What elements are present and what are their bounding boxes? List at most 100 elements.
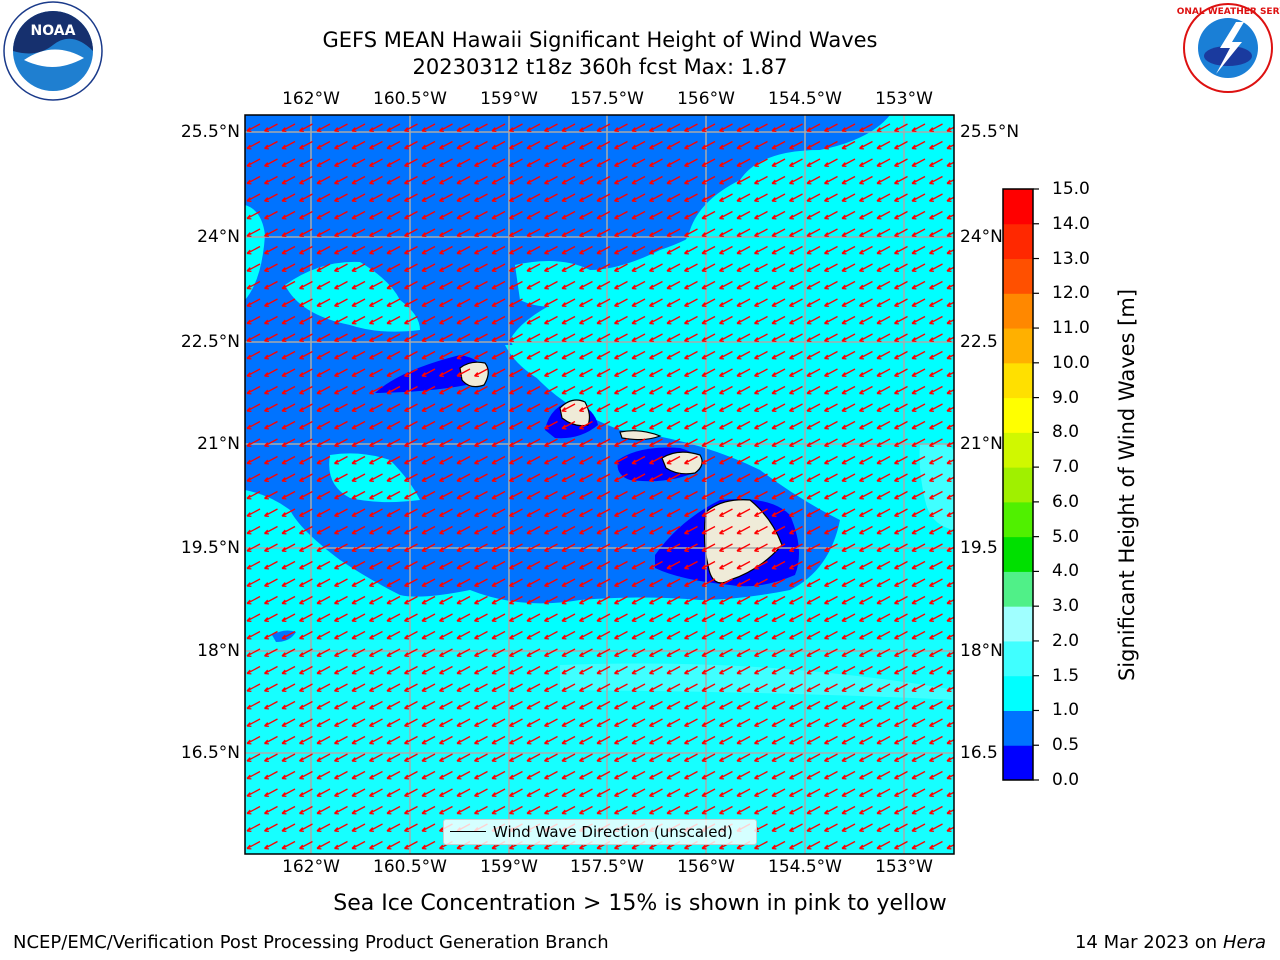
wave-direction-arrow bbox=[736, 280, 751, 290]
wave-direction-arrow bbox=[351, 368, 366, 378]
wave-direction-arrow bbox=[299, 525, 313, 535]
wave-direction-arrow bbox=[806, 368, 821, 378]
wave-direction-arrow bbox=[544, 508, 558, 518]
wave-direction-arrow bbox=[404, 175, 418, 185]
wave-direction-arrow bbox=[911, 543, 926, 553]
colorbar-segment bbox=[1003, 675, 1033, 711]
wave-direction-arrow bbox=[649, 175, 663, 185]
wave-direction-arrow bbox=[666, 508, 681, 518]
wave-direction-arrow bbox=[509, 298, 523, 308]
wave-direction-arrow bbox=[631, 560, 646, 570]
wave-direction-arrow bbox=[789, 438, 803, 448]
wave-direction-arrow bbox=[754, 420, 768, 430]
wave-direction-arrow bbox=[824, 123, 838, 133]
wave-direction-arrow bbox=[561, 368, 576, 378]
wave-direction-arrow bbox=[631, 490, 646, 500]
wave-direction-arrow bbox=[421, 210, 436, 220]
wave-direction-arrow bbox=[771, 473, 786, 483]
wave-direction-arrow bbox=[246, 438, 261, 448]
wave-direction-arrow bbox=[771, 525, 786, 535]
wave-direction-arrow bbox=[631, 508, 646, 518]
wave-direction-arrow bbox=[421, 245, 436, 255]
wave-direction-arrow bbox=[666, 420, 681, 430]
wave-direction-arrow bbox=[859, 228, 873, 238]
wave-direction-arrow bbox=[561, 263, 576, 273]
cyan-patch bbox=[245, 205, 265, 300]
wave-direction-arrow bbox=[509, 193, 523, 203]
wave-direction-arrow bbox=[421, 263, 436, 273]
wave-direction-arrow bbox=[456, 333, 471, 343]
wave-direction-arrow bbox=[649, 123, 663, 133]
wave-direction-arrow bbox=[369, 560, 383, 570]
wave-direction-arrow bbox=[701, 368, 716, 378]
wave-direction-arrow bbox=[334, 158, 348, 168]
wave-direction-arrow bbox=[491, 508, 506, 518]
cyan-patch-light bbox=[919, 443, 954, 530]
wave-direction-arrow bbox=[334, 490, 348, 500]
wave-direction-arrow bbox=[614, 280, 628, 290]
wave-direction-arrow bbox=[876, 350, 891, 360]
wave-direction-arrow bbox=[649, 508, 663, 518]
wave-direction-arrow bbox=[841, 123, 856, 133]
wave-direction-arrow bbox=[754, 210, 768, 220]
wave-direction-arrow bbox=[719, 455, 733, 465]
wave-direction-arrow bbox=[614, 298, 628, 308]
wave-direction-arrow bbox=[369, 473, 383, 483]
wave-direction-arrow bbox=[841, 315, 856, 325]
wave-direction-arrow bbox=[316, 490, 331, 500]
wave-direction-arrow bbox=[474, 140, 488, 150]
wave-direction-arrow bbox=[719, 280, 733, 290]
wave-direction-arrow bbox=[579, 193, 593, 203]
wave-direction-arrow bbox=[894, 123, 908, 133]
wave-direction-arrow bbox=[456, 595, 471, 605]
wave-direction-arrow bbox=[859, 175, 873, 185]
wave-direction-arrow bbox=[369, 403, 383, 413]
wave-direction-arrow bbox=[561, 193, 576, 203]
wave-direction-arrow bbox=[771, 140, 786, 150]
wave-direction-arrow bbox=[736, 140, 751, 150]
wave-direction-arrow bbox=[404, 350, 418, 360]
wave-direction-arrow bbox=[631, 350, 646, 360]
wave-direction-arrow bbox=[631, 315, 646, 325]
wave-direction-arrow bbox=[631, 595, 646, 605]
wave-direction-arrow bbox=[316, 140, 331, 150]
wave-direction-arrow bbox=[579, 595, 593, 605]
wave-direction-arrow bbox=[299, 315, 313, 325]
wave-direction-arrow bbox=[911, 333, 926, 343]
wave-direction-arrow bbox=[491, 228, 506, 238]
wave-direction-arrow bbox=[264, 438, 278, 448]
wave-direction-arrow bbox=[596, 403, 611, 413]
colorbar-segment bbox=[1003, 536, 1033, 572]
wave-direction-arrow bbox=[614, 560, 628, 570]
wave-direction-arrow bbox=[579, 350, 593, 360]
wave-direction-arrow bbox=[334, 613, 348, 623]
wave-direction-arrow bbox=[579, 525, 593, 535]
wave-direction-arrow bbox=[561, 595, 576, 605]
wave-direction-arrow bbox=[859, 210, 873, 220]
wave-direction-arrow bbox=[771, 210, 786, 220]
wave-direction-arrow bbox=[299, 490, 313, 500]
wave-direction-arrow bbox=[736, 158, 751, 168]
wave-direction-arrow bbox=[754, 140, 768, 150]
wave-direction-arrow bbox=[281, 123, 296, 133]
wave-direction-arrow bbox=[859, 490, 873, 500]
wave-direction-arrow bbox=[281, 473, 296, 483]
wave-direction-arrow bbox=[246, 228, 261, 238]
wave-direction-arrow bbox=[929, 438, 943, 448]
wave-direction-arrow bbox=[526, 385, 541, 395]
wave-direction-arrow bbox=[666, 228, 681, 238]
wave-direction-arrow bbox=[666, 280, 681, 290]
wave-direction-arrow bbox=[281, 228, 296, 238]
wave-direction-arrow bbox=[474, 210, 488, 220]
wave-direction-arrow bbox=[631, 630, 646, 640]
wave-direction-arrow bbox=[911, 438, 926, 448]
wave-direction-arrow bbox=[316, 350, 331, 360]
wave-direction-arrow bbox=[649, 578, 663, 588]
wave-direction-arrow bbox=[544, 420, 558, 430]
wave-direction-arrow bbox=[911, 420, 926, 430]
wave-direction-arrow bbox=[456, 560, 471, 570]
wave-direction-arrow bbox=[771, 350, 786, 360]
wave-direction-arrow bbox=[666, 525, 681, 535]
wave-direction-arrow bbox=[859, 123, 873, 133]
wave-direction-arrow bbox=[386, 123, 401, 133]
